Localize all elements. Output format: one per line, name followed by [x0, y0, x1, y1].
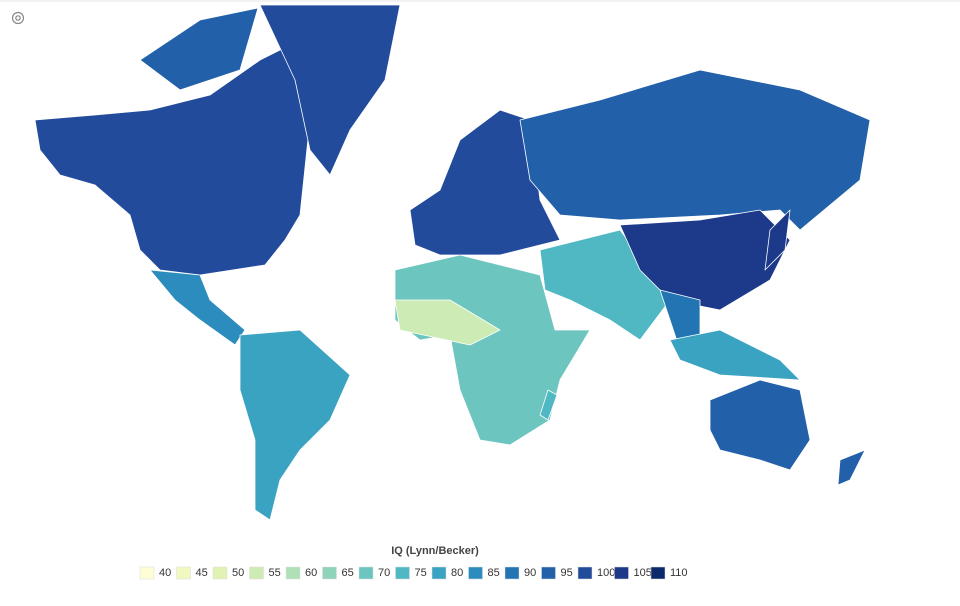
legend-swatch [468, 566, 483, 580]
legend-swatch [249, 566, 264, 580]
legend-label: 85 [488, 567, 500, 579]
arctic-islands [139, 7, 259, 91]
legend-swatch [577, 566, 593, 580]
china [619, 209, 791, 311]
new-zealand [837, 449, 866, 486]
legend-swatch [322, 566, 337, 580]
legend-swatch [139, 566, 155, 580]
australia [709, 379, 811, 471]
legend-swatch [650, 566, 666, 580]
legend-swatch [504, 566, 520, 580]
legend-label: 80 [451, 567, 463, 579]
legend-label: 105 [634, 567, 652, 579]
legend-swatch [431, 566, 447, 580]
legend-label: 70 [378, 567, 390, 579]
legend-swatch [176, 566, 191, 580]
legend-swatch [541, 566, 556, 580]
legend-swatch [614, 566, 629, 580]
legend-label: 100 [597, 567, 615, 579]
legend-label: 95 [561, 567, 573, 579]
japan [764, 209, 791, 271]
legend-swatch [285, 566, 301, 580]
legend-label: 55 [269, 567, 281, 579]
legend-label: 110 [670, 567, 688, 579]
madagascar [539, 389, 558, 421]
greenland [259, 4, 401, 176]
legend-label: 75 [415, 567, 427, 579]
indonesia [669, 329, 801, 381]
countries [34, 4, 871, 521]
legend-label: 50 [232, 567, 244, 579]
legend-label: 65 [342, 567, 354, 579]
legend-swatch [358, 566, 374, 580]
legend-label: 40 [159, 567, 171, 579]
legend-label: 60 [305, 567, 317, 579]
south-america [239, 329, 351, 521]
legend-swatch [395, 566, 410, 580]
north-america [34, 39, 311, 276]
legend-title: IQ (Lynn/Becker) [391, 545, 479, 557]
legend-label: 90 [524, 567, 536, 579]
settings-icon[interactable] [11, 11, 25, 25]
europe [409, 109, 561, 256]
legend: 40 45 50 55 60 65 70 75 80 85 90 95 100 105 110 [139, 566, 688, 580]
russia [519, 69, 871, 231]
legend-swatch [212, 566, 228, 580]
west-africa [394, 299, 501, 346]
legend-label: 45 [196, 567, 208, 579]
central-america [149, 269, 246, 346]
